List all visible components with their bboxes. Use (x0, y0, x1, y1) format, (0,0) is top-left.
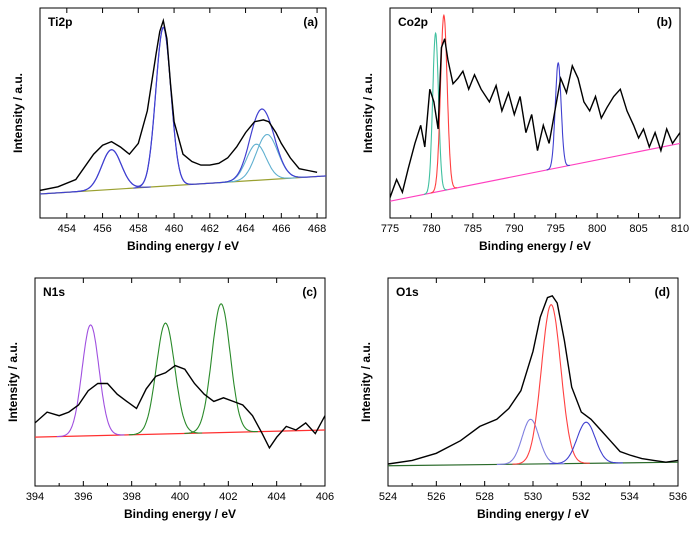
plot-frame (34, 277, 326, 487)
x-axis-label: Binding energy / eV (127, 239, 239, 253)
background-line (40, 175, 326, 195)
x-tick-label: 466 (272, 223, 290, 235)
panel-label: (d) (655, 285, 670, 299)
x-tick-label: 805 (629, 223, 647, 235)
x-tick-label: 460 (165, 223, 183, 235)
panel-0: 454 456 458 460 462 464 466 468 Binding energy /… (11, 7, 327, 253)
x-tick-label: 398 (122, 491, 140, 503)
fit-component-1 (56, 324, 125, 438)
x-tick-label: 468 (308, 223, 326, 235)
background-line (390, 142, 680, 202)
fit-component-2 (430, 13, 458, 194)
panel-1: 775 780 785 790 795 800 805 810 Binding energy /… (361, 7, 689, 253)
panel-label: (c) (302, 285, 317, 299)
x-tick-label: 458 (129, 223, 147, 235)
y-axis-label: Intensity / a.u. (361, 73, 375, 153)
x-tick-label: 406 (316, 491, 334, 503)
x-tick-label: 534 (620, 491, 638, 503)
fit-component-2 (128, 322, 203, 436)
y-axis-label: Intensity / a.u. (11, 73, 25, 153)
fit-component-1 (496, 418, 565, 465)
plot-area (390, 13, 680, 202)
x-tick-label: 530 (524, 491, 542, 503)
element-label: N1s (43, 285, 65, 299)
plot-frame (39, 7, 327, 219)
fit-component-2 (133, 26, 194, 189)
x-tick-label: 800 (588, 223, 606, 235)
fit-component-3 (549, 421, 623, 465)
panel-label: (b) (657, 15, 672, 29)
panel-3: 524 526 528 530 532 534 536 Binding energy / eV… (359, 277, 687, 521)
x-tick-label: 795 (547, 223, 565, 235)
fit-envelope (40, 27, 326, 195)
fit-component-1 (423, 31, 448, 195)
x-tick-label: 775 (381, 223, 399, 235)
fit-component-2 (512, 303, 590, 465)
x-tick-label: 462 (201, 223, 219, 235)
x-tick-label: 532 (572, 491, 590, 503)
plot-area (35, 303, 325, 450)
x-tick-label: 810 (671, 223, 689, 235)
x-tick-label: 524 (379, 491, 397, 503)
plot-area (40, 17, 326, 195)
measured-spectrum (35, 364, 325, 450)
x-tick-label: 785 (464, 223, 482, 235)
measured-spectrum (390, 38, 680, 198)
x-tick-label: 400 (171, 491, 189, 503)
fit-component-3 (546, 61, 570, 171)
x-axis-label: Binding energy / eV (479, 239, 591, 253)
fit-component-3 (184, 303, 258, 434)
element-label: Ti2p (48, 15, 72, 29)
x-tick-label: 790 (505, 223, 523, 235)
panel-label: (a) (303, 15, 318, 29)
x-tick-label: 528 (475, 491, 493, 503)
x-tick-label: 402 (219, 491, 237, 503)
x-tick-label: 394 (26, 491, 44, 503)
y-axis-label: Intensity / a.u. (359, 342, 373, 422)
y-axis-label: Intensity / a.u. (6, 342, 20, 422)
x-tick-label: 404 (267, 491, 285, 503)
background-line (35, 429, 325, 438)
panel-2: 394 396 398 400 402 404 406 Binding energy / eV… (6, 277, 334, 521)
x-tick-label: 396 (74, 491, 92, 503)
x-tick-label: 536 (669, 491, 687, 503)
element-label: Co2p (398, 15, 428, 29)
plot-frame (389, 7, 681, 219)
x-tick-label: 456 (93, 223, 111, 235)
plot-area (388, 294, 678, 467)
element-label: O1s (396, 285, 419, 299)
measured-spectrum (388, 294, 678, 465)
x-axis-label: Binding energy / eV (124, 507, 236, 521)
x-tick-label: 464 (236, 223, 254, 235)
x-tick-label: 454 (58, 223, 76, 235)
x-tick-label: 780 (422, 223, 440, 235)
x-tick-label: 526 (427, 491, 445, 503)
x-axis-label: Binding energy / eV (477, 507, 589, 521)
background-line (388, 461, 678, 467)
measured-spectrum (40, 17, 318, 192)
